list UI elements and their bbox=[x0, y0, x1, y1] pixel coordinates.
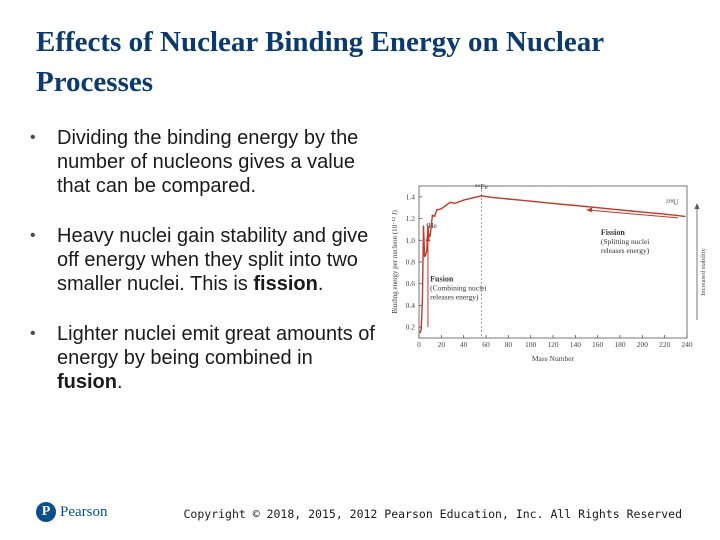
x-tick-label: 240 bbox=[681, 340, 693, 349]
y-tick-label: 1.0 bbox=[406, 236, 416, 245]
x-tick-label: 80 bbox=[505, 340, 513, 349]
bullet-item: Lighter nuclei emit great amounts of ene… bbox=[30, 322, 380, 394]
data-point bbox=[480, 195, 483, 197]
data-point bbox=[419, 331, 421, 334]
data-point bbox=[529, 200, 532, 202]
fe-label: ⁵⁶Fe bbox=[475, 182, 488, 191]
bullet-text: Dividing the binding energy by the numbe… bbox=[57, 127, 359, 197]
data-point bbox=[445, 204, 447, 207]
data-point bbox=[652, 212, 655, 214]
data-point bbox=[423, 255, 426, 258]
pearson-logo: P Pearson bbox=[36, 502, 108, 522]
bullet-text-end: . bbox=[317, 273, 324, 295]
data-point bbox=[422, 225, 425, 227]
data-point bbox=[684, 215, 686, 218]
data-point bbox=[420, 328, 422, 331]
data-point bbox=[429, 235, 431, 237]
y-tick-label: 1.2 bbox=[406, 214, 416, 223]
y-tick-label: 0.6 bbox=[406, 279, 416, 288]
plot-frame bbox=[418, 185, 688, 339]
he-label: ⁴He bbox=[425, 221, 437, 230]
data-point bbox=[585, 205, 588, 208]
data-point bbox=[449, 201, 451, 203]
x-tick-label: 100 bbox=[525, 340, 537, 349]
data-point bbox=[471, 197, 474, 199]
x-tick-label: 200 bbox=[637, 340, 649, 349]
bullet-bold-term: fission bbox=[253, 273, 318, 295]
data-point bbox=[641, 211, 644, 213]
data-point bbox=[421, 299, 424, 301]
data-point bbox=[454, 202, 456, 205]
binding-energy-chart: 0 20 40 60 80 100 120 140 160 180 200 220 240 0.2 0.4 0… bbox=[391, 182, 707, 363]
data-point bbox=[552, 202, 554, 205]
bullet-text: Heavy nuclei gain stability and give off… bbox=[57, 225, 369, 295]
slide-title: Effects of Nuclear Binding Energy on Nuc… bbox=[36, 26, 604, 98]
fusion-title: Fusion bbox=[430, 275, 454, 284]
binding-energy-curve bbox=[419, 195, 685, 333]
pearson-logo-icon: P bbox=[36, 502, 56, 522]
bullet-item: Heavy nuclei gain stability and give off… bbox=[30, 224, 380, 296]
fusion-desc: releases energy) bbox=[430, 293, 479, 302]
bullet-list: Dividing the binding energy by the numbe… bbox=[30, 126, 380, 420]
data-point bbox=[433, 215, 436, 218]
data-point bbox=[487, 196, 489, 198]
data-point bbox=[431, 214, 434, 217]
data-point bbox=[507, 198, 510, 200]
data-point bbox=[425, 253, 427, 256]
fission-desc: (Splitting nuclei bbox=[601, 237, 650, 246]
fission-arrow bbox=[586, 209, 679, 219]
fusion-desc: (Combining nuclei bbox=[430, 284, 486, 293]
bullet-item: Dividing the binding energy by the numbe… bbox=[30, 126, 380, 198]
data-point bbox=[608, 208, 610, 210]
x-tick-label: 40 bbox=[460, 340, 468, 349]
pearson-logo-text: Pearson bbox=[60, 503, 108, 520]
x-tick-label: 0 bbox=[417, 340, 421, 349]
data-point bbox=[630, 210, 632, 212]
fusion-arrow-head bbox=[425, 235, 431, 242]
stability-arrow-head bbox=[694, 203, 700, 209]
fission-title: Fission bbox=[601, 228, 626, 237]
u-label: ²³⁸U bbox=[666, 197, 679, 206]
data-point bbox=[619, 209, 621, 211]
data-point bbox=[675, 214, 677, 217]
data-point bbox=[436, 209, 438, 211]
copyright-notice: Copyright © 2018, 2015, 2012 Pearson Edu… bbox=[183, 507, 683, 521]
x-tick-label: 140 bbox=[570, 340, 582, 349]
x-axis-label: Mass Number bbox=[532, 354, 575, 363]
data-point bbox=[518, 199, 521, 201]
data-point bbox=[563, 203, 565, 206]
bullet-text: Lighter nuclei emit great amounts of ene… bbox=[57, 323, 375, 369]
fission-desc: releases energy) bbox=[601, 246, 650, 255]
data-point bbox=[440, 208, 443, 210]
data-point bbox=[462, 199, 465, 201]
x-tick-label: 60 bbox=[482, 340, 490, 349]
x-tick-label: 160 bbox=[592, 340, 604, 349]
y-tick-label: 1.4 bbox=[406, 192, 416, 201]
bullet-bold-term: fusion bbox=[57, 371, 117, 393]
stability-label: Increased stability bbox=[700, 248, 707, 296]
x-tick-label: 220 bbox=[659, 340, 671, 349]
data-point bbox=[426, 250, 428, 252]
data-point bbox=[663, 213, 666, 215]
x-tick-label: 120 bbox=[547, 340, 559, 349]
data-point bbox=[496, 197, 498, 199]
y-tick-label: 0.2 bbox=[406, 323, 416, 332]
fission-arrow-head bbox=[586, 207, 593, 213]
y-tick-label: 0.8 bbox=[406, 258, 416, 267]
x-tick-label: 180 bbox=[614, 340, 626, 349]
data-point bbox=[541, 201, 543, 203]
bullet-text-end: . bbox=[117, 371, 123, 393]
x-tick-label: 20 bbox=[438, 340, 446, 349]
data-point bbox=[427, 225, 429, 227]
y-axis-label: Binding energy per nucleon (10⁻¹² J) bbox=[391, 210, 399, 314]
y-tick-label: 0.4 bbox=[406, 301, 416, 310]
data-point bbox=[596, 207, 599, 209]
data-point bbox=[574, 204, 577, 207]
